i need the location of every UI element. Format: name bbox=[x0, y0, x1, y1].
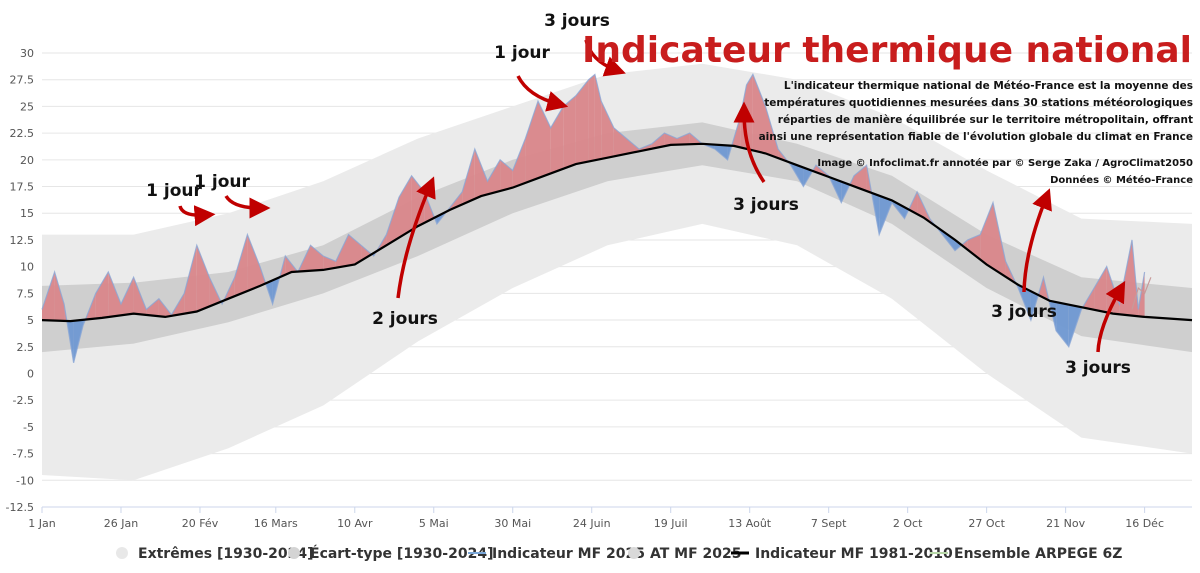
annotation-label: 1 jour bbox=[494, 43, 550, 63]
x-tick-label: 26 Jan bbox=[104, 517, 138, 530]
legend: Extrêmes [1930-2024]Écart-type [1930-202… bbox=[116, 545, 1122, 562]
description-line-3: réparties de manière équilibrée sur le t… bbox=[778, 114, 1193, 126]
x-tick-label: 10 Avr bbox=[337, 517, 373, 530]
y-tick-label: 27.5 bbox=[10, 74, 35, 87]
y-tick-label: 10 bbox=[20, 261, 34, 274]
y-tick-label: -10 bbox=[16, 474, 34, 487]
description-line-4: ainsi une représentation fiable de l'évo… bbox=[759, 131, 1193, 143]
legend-swatch bbox=[288, 547, 300, 559]
y-axis: 30 27.5 25 22.5 20 17.5 15 12.5 10 7.5 5 2.5 0 -2.5 -5… bbox=[6, 47, 34, 514]
y-tick-label: 0 bbox=[27, 367, 34, 380]
bands-layer bbox=[42, 64, 1192, 481]
anomaly-above bbox=[589, 74, 595, 161]
y-tick-label: 7.5 bbox=[17, 287, 35, 300]
chart-title: Indicateur thermique national bbox=[582, 30, 1192, 71]
y-tick-label: -2.5 bbox=[13, 394, 34, 407]
x-tick-label: 16 Mars bbox=[254, 517, 298, 530]
legend-item-label: Ensemble ARPEGE 6Z bbox=[954, 546, 1122, 562]
x-tick-label: 1 Jan bbox=[28, 517, 55, 530]
y-tick-label: 15 bbox=[20, 207, 34, 220]
x-tick-label: 16 Déc bbox=[1125, 517, 1164, 530]
credit-line-2: Données © Météo-France bbox=[1050, 174, 1193, 186]
x-axis: 1 Jan 26 Jan 20 Fév 16 Mars 10 Avr 5 Mai 30 Ma… bbox=[28, 507, 1192, 530]
y-tick-label: -5 bbox=[23, 421, 34, 434]
y-tick-label: 22.5 bbox=[10, 127, 35, 140]
x-tick-label: 7 Sept bbox=[811, 517, 847, 530]
x-tick-label: 2 Oct bbox=[893, 517, 923, 530]
y-tick-label: 12.5 bbox=[10, 234, 35, 247]
x-tick-label: 27 Oct bbox=[968, 517, 1005, 530]
description-line-2: températures quotidiennes mesurées dans … bbox=[764, 97, 1193, 109]
y-tick-label: 5 bbox=[27, 314, 34, 327]
annotation-arrow bbox=[226, 196, 260, 208]
x-tick-label: 30 Mai bbox=[494, 517, 531, 530]
annotation-label: 3 jours bbox=[1065, 358, 1131, 378]
credit-line-1: Image © Infoclimat.fr annotée par © Serg… bbox=[817, 157, 1193, 169]
y-tick-label: 25 bbox=[20, 100, 34, 113]
legend-item-label: Écart-type [1930-2024] bbox=[310, 545, 493, 562]
x-tick-label: 21 Nov bbox=[1046, 517, 1085, 530]
legend-item-label: AT MF 2025 bbox=[650, 546, 742, 562]
y-tick-label: -12.5 bbox=[6, 501, 34, 514]
legend-item-label: Indicateur MF 2025 bbox=[492, 546, 645, 562]
y-tick-label: 30 bbox=[20, 47, 34, 60]
legend-swatch bbox=[628, 547, 640, 559]
annotation-label: 1 jour bbox=[194, 172, 250, 192]
y-tick-label: -7.5 bbox=[13, 448, 34, 461]
legend-item-label: Extrêmes [1930-2024] bbox=[138, 546, 314, 562]
description-line-1: L'indicateur thermique national de Météo… bbox=[784, 80, 1193, 92]
x-tick-label: 20 Fév bbox=[182, 517, 219, 530]
anomaly-above bbox=[563, 96, 576, 169]
x-tick-label: 5 Mai bbox=[419, 517, 449, 530]
annotation-arrow bbox=[180, 206, 205, 215]
annotation-label: 2 jours bbox=[372, 309, 438, 329]
legend-item-label: Indicateur MF 1981-2010 bbox=[755, 546, 953, 562]
annotation-label: 3 jours bbox=[544, 11, 610, 31]
annotation-label: 3 jours bbox=[733, 195, 799, 215]
legend-swatch bbox=[116, 547, 128, 559]
x-tick-label: 24 Juin bbox=[573, 517, 611, 530]
y-tick-label: 20 bbox=[20, 154, 34, 167]
x-tick-label: 19 Juil bbox=[654, 517, 688, 530]
y-tick-label: 2.5 bbox=[17, 341, 35, 354]
x-tick-label: 13 Août bbox=[728, 517, 772, 530]
annotation-label: 3 jours bbox=[991, 302, 1057, 322]
y-tick-label: 17.5 bbox=[10, 181, 35, 194]
